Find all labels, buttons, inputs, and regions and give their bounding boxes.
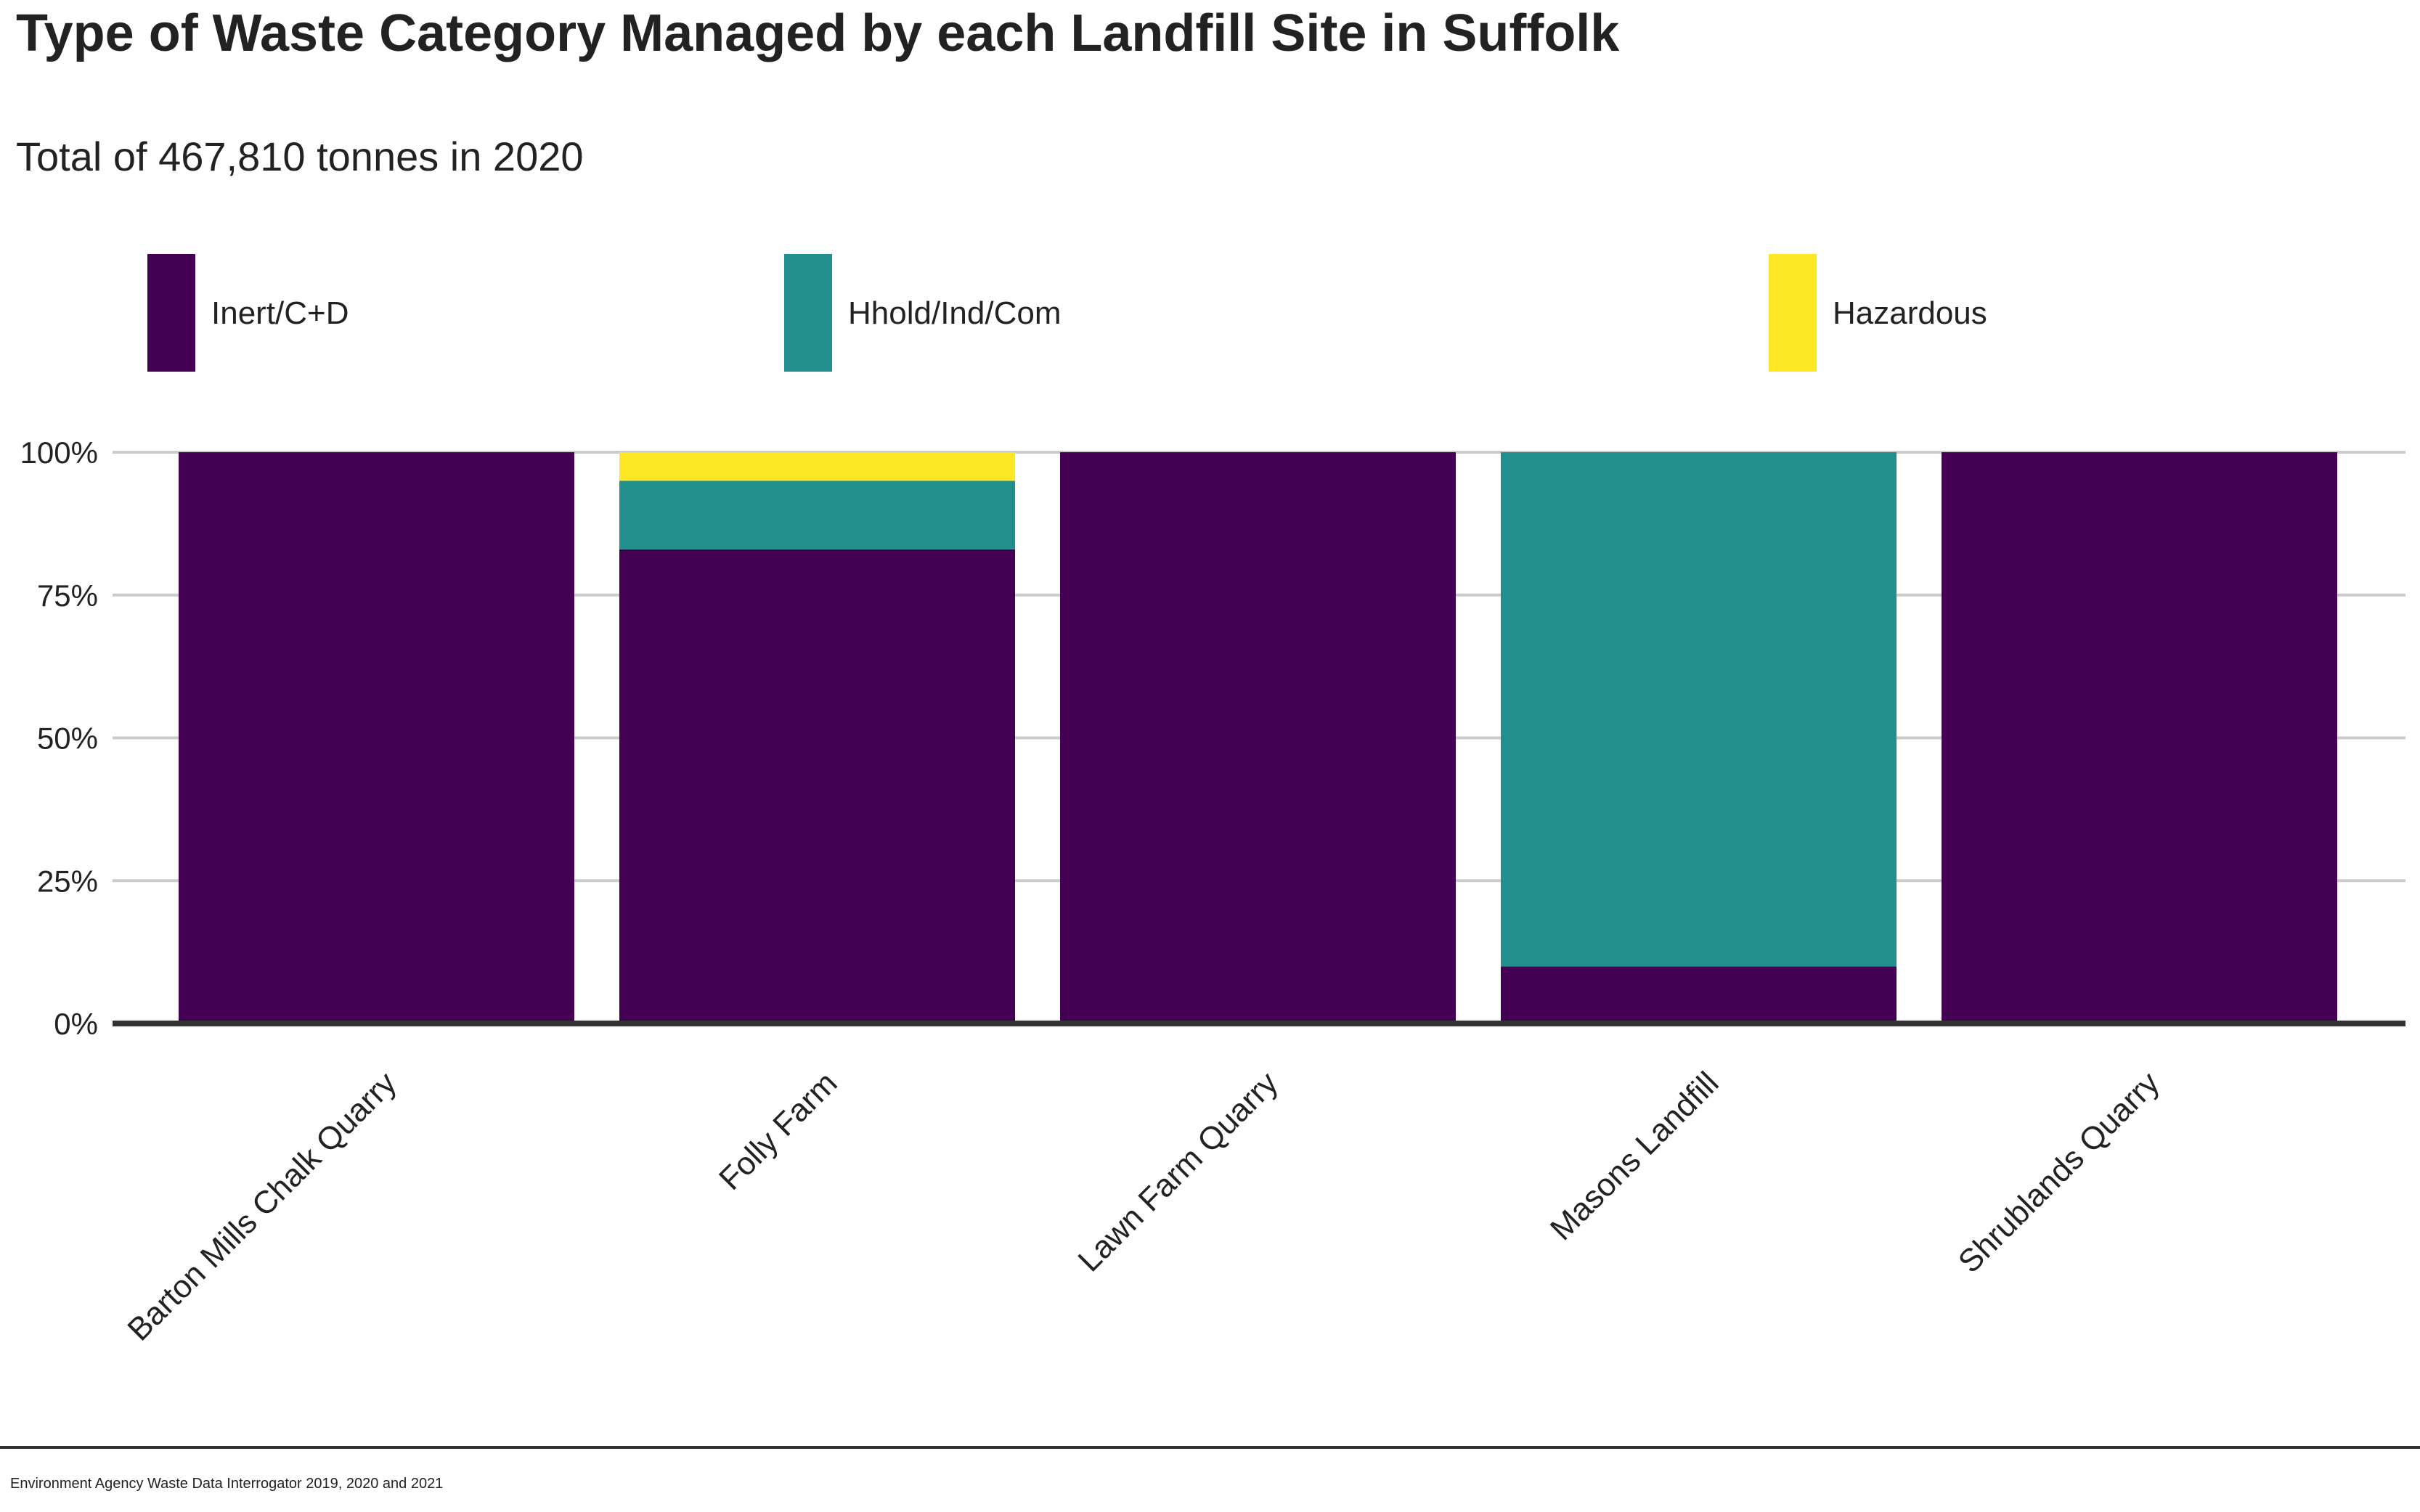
legend-swatch — [784, 254, 832, 372]
y-axis-ticks: 0% 25% 50% 75% 100% — [20, 436, 98, 1041]
chart-subtitle: Total of 467,810 tonnes in 2020 — [16, 134, 584, 179]
y-tick-label: 100% — [20, 436, 98, 470]
bar-segment — [619, 549, 1015, 1023]
source-note: Environment Agency Waste Data Interrogat… — [10, 1476, 443, 1492]
legend-swatch — [1769, 254, 1817, 372]
y-tick-label: 0% — [54, 1007, 98, 1041]
x-category-label: Shrublands Quarry — [1952, 1065, 2167, 1280]
bar-segment — [1060, 452, 1456, 1023]
chart-title: Type of Waste Category Managed by each L… — [16, 4, 1620, 62]
bars — [179, 452, 2337, 1023]
y-tick-label: 25% — [37, 864, 98, 898]
bar-segment — [619, 481, 1015, 549]
bar-segment — [1501, 966, 1897, 1023]
legend-swatch — [147, 254, 195, 372]
y-tick-label: 75% — [37, 579, 98, 613]
x-category-label: Masons Landfill — [1544, 1065, 1726, 1247]
bar-segment — [179, 452, 574, 1023]
x-category-label: Barton Mills Chalk Quarry — [121, 1065, 403, 1347]
y-tick-label: 50% — [37, 722, 98, 756]
legend-label: Hhold/Ind/Com — [848, 295, 1061, 331]
bar-segment — [1501, 452, 1897, 967]
legend: Inert/C+D Hhold/Ind/Com Hazardous — [147, 254, 1987, 372]
x-axis-labels: Barton Mills Chalk Quarry Folly Farm Lawn … — [121, 1065, 2166, 1347]
x-category-label: Lawn Farm Quarry — [1072, 1065, 1285, 1278]
bar-segment — [619, 452, 1015, 481]
legend-label: Inert/C+D — [211, 295, 349, 331]
x-category-label: Folly Farm — [712, 1065, 844, 1197]
legend-label: Hazardous — [1833, 295, 1987, 331]
bar-segment — [1942, 452, 2337, 1023]
